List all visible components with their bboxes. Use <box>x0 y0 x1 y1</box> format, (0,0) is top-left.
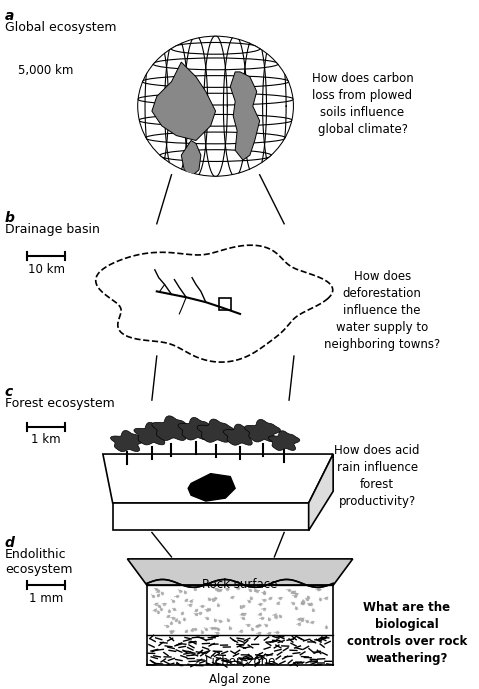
Text: 1 km: 1 km <box>31 433 61 446</box>
Bar <box>147 586 333 635</box>
Polygon shape <box>308 454 333 531</box>
Text: How does acid
rain influence
forest
productivity?: How does acid rain influence forest prod… <box>334 444 420 508</box>
Text: 5,000 km: 5,000 km <box>18 64 74 77</box>
Bar <box>219 298 231 310</box>
Text: Endolithic
ecosystem: Endolithic ecosystem <box>5 548 72 576</box>
Polygon shape <box>152 416 191 440</box>
Text: Global ecosystem: Global ecosystem <box>5 21 116 34</box>
Polygon shape <box>223 424 257 445</box>
Text: 10 km: 10 km <box>28 263 65 276</box>
Bar <box>147 635 333 665</box>
Text: Drainage basin: Drainage basin <box>5 223 100 236</box>
Text: What are the
biological
controls over rock
weathering?: What are the biological controls over ro… <box>346 601 467 665</box>
Text: Algal zone: Algal zone <box>209 673 271 686</box>
Polygon shape <box>197 419 234 442</box>
Polygon shape <box>245 420 281 442</box>
Text: How does carbon
loss from plowed
soils influence
global climate?: How does carbon loss from plowed soils i… <box>312 72 413 136</box>
Polygon shape <box>188 473 235 501</box>
Polygon shape <box>134 422 170 445</box>
Polygon shape <box>230 72 260 160</box>
Text: a: a <box>5 9 14 23</box>
Text: Lichen zone: Lichen zone <box>205 655 275 668</box>
Text: Rock surface: Rock surface <box>203 579 278 591</box>
Text: 1 mm: 1 mm <box>29 593 63 605</box>
Text: c: c <box>5 385 13 400</box>
Polygon shape <box>268 431 300 451</box>
Polygon shape <box>113 503 308 531</box>
Text: How does
deforestation
influence the
water supply to
neighboring towns?: How does deforestation influence the wat… <box>324 270 440 351</box>
Text: Forest ecosystem: Forest ecosystem <box>5 397 114 410</box>
Polygon shape <box>127 559 353 586</box>
Polygon shape <box>178 418 214 440</box>
Polygon shape <box>152 62 216 141</box>
Text: d: d <box>5 536 15 551</box>
Polygon shape <box>181 141 201 177</box>
Polygon shape <box>103 454 333 503</box>
Polygon shape <box>111 431 144 451</box>
Text: b: b <box>5 211 15 225</box>
